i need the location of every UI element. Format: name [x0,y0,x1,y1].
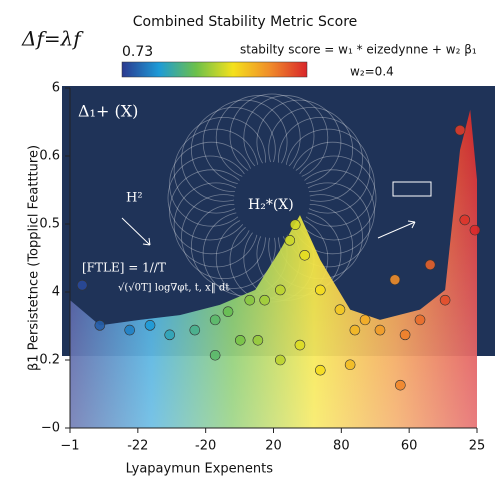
point [252,334,264,346]
point [164,329,176,341]
annotation-arrow [377,220,416,239]
x-tick-label: -20 [195,439,216,454]
point [389,274,401,286]
ring-circle [181,116,266,202]
x-tick-label: -22 [127,439,148,454]
point [94,320,106,331]
formula-left: Δf=λf [21,27,84,51]
point [299,249,311,261]
annotation: √(√0T] log∇φt, t, x‖ dt [118,283,229,294]
point [374,324,386,336]
x-tick-label: −1 [60,439,79,454]
point [424,259,436,271]
y-axis-label: β1 Persistetnce (Topplicl Feattture) [27,145,42,371]
point [459,214,471,226]
annotation: H₂*(X) [248,197,294,213]
ring-decoration [167,93,377,303]
y-tick-label: 0.5 [39,217,60,232]
y-tick-label: 4 [52,285,60,300]
surface-sheen [70,109,477,428]
point [315,284,326,296]
point [469,224,481,236]
point [144,320,156,331]
point [395,379,406,391]
point [294,339,306,351]
x-tick-label: 60 [401,439,418,454]
point [289,219,301,230]
point [124,324,135,336]
point [189,324,201,336]
point [315,364,326,376]
ring-hole [234,162,310,238]
point [439,294,451,306]
point [259,294,270,306]
colorbar-label: 0.73 [122,44,153,60]
point [234,334,246,346]
ring-circle [190,204,276,289]
point [334,304,346,315]
y-tick-label: 6 [52,81,60,96]
x-axis-label: Lyapaymun Expenents [126,462,274,477]
point [244,294,256,306]
formula-right: stabilty score = w₁ * eizedynne + w₂ β₁ [240,43,477,57]
annotation: H² [126,191,143,206]
point [222,306,234,318]
point [344,359,356,371]
y-tick-label: 0.2 [39,353,60,368]
colorbar [121,61,308,78]
point [274,354,286,366]
x-tick-label: 80 [333,439,350,454]
x-tick-label: 20 [265,439,282,454]
point [76,279,88,291]
annotation: Δ₁+ (X) [78,102,138,121]
ring-circle [278,116,363,202]
point [399,329,411,341]
point [454,124,466,136]
point [209,314,221,326]
point [274,284,286,296]
formula-weight: w₂=0.4 [350,65,394,79]
y-tick-label: 0.6 [39,149,60,164]
y-tick-label: −0 [41,421,60,436]
point [414,314,426,326]
chart-title: Combined Stability Metric Score [133,14,358,30]
annotation: [FTLE] = 1//T [82,261,166,275]
ring-circle [190,107,276,192]
annotation-arrow [121,217,151,246]
point [359,314,371,326]
point [284,235,296,246]
barcode-icon [392,181,432,197]
point [349,324,361,336]
ring-circle [268,107,354,192]
x-tick-label: 25 [469,439,486,454]
point [209,349,221,361]
